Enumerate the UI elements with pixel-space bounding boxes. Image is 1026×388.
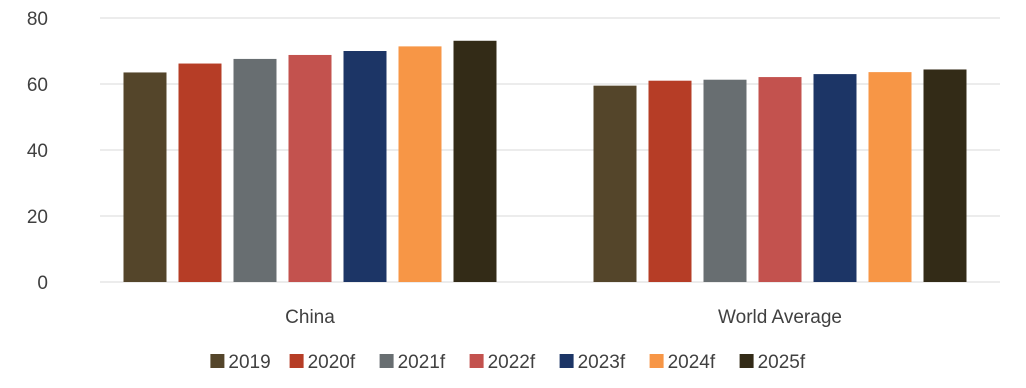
legend-label: 2020f bbox=[308, 352, 356, 373]
bar-china-2024f bbox=[398, 46, 442, 282]
bar-china-2025f bbox=[453, 40, 497, 282]
y-tick-label: 80 bbox=[27, 9, 48, 30]
bar-world-average-2019 bbox=[593, 85, 637, 283]
legend-item-2023f: 2023f bbox=[559, 352, 626, 373]
legend-label: 2021f bbox=[398, 352, 446, 373]
y-tick-label: 0 bbox=[37, 273, 48, 294]
bar-world-average-2023f bbox=[813, 74, 857, 282]
legend-swatch bbox=[649, 354, 664, 368]
legend: 2019 2020f 2021f 2022f 2023f 2024f 2025f bbox=[210, 352, 806, 373]
y-tick-label: 60 bbox=[27, 75, 48, 96]
legend-label: 2019 bbox=[228, 352, 270, 373]
bar-china-2022f bbox=[288, 54, 332, 283]
legend-label: 2022f bbox=[488, 352, 536, 373]
bar-china-2023f bbox=[343, 51, 387, 282]
legend-swatch bbox=[469, 354, 484, 368]
legend-label: 2025f bbox=[758, 352, 806, 373]
legend-label: 2023f bbox=[578, 352, 626, 373]
legend-item-2019: 2019 bbox=[210, 352, 271, 373]
bar-world-average-2020f bbox=[648, 80, 692, 282]
legend-swatch bbox=[210, 354, 225, 368]
bar-world-average-2025f bbox=[923, 69, 967, 282]
bar-world-average-2022f bbox=[758, 77, 802, 282]
legend-swatch bbox=[379, 354, 394, 368]
legend-swatch bbox=[289, 354, 304, 368]
bars bbox=[123, 40, 967, 283]
y-tick-label: 40 bbox=[27, 141, 48, 162]
bar-world-average-2021f bbox=[703, 79, 747, 283]
x-category-label: China bbox=[285, 307, 335, 328]
legend-item-2020f: 2020f bbox=[289, 352, 356, 373]
legend-item-2024f: 2024f bbox=[649, 352, 716, 373]
bar-china-2021f bbox=[233, 58, 277, 282]
bar-world-average-2024f bbox=[868, 72, 912, 283]
x-category-label: World Average bbox=[718, 307, 842, 328]
y-axis-ticks: 0 20 40 60 80 bbox=[27, 9, 48, 294]
y-tick-label: 20 bbox=[27, 207, 48, 228]
x-axis-categories: China World Average bbox=[285, 307, 842, 328]
legend-swatch bbox=[739, 354, 754, 368]
legend-item-2021f: 2021f bbox=[379, 352, 446, 373]
bar-china-2019 bbox=[123, 72, 167, 282]
legend-item-2022f: 2022f bbox=[469, 352, 536, 373]
legend-swatch bbox=[559, 354, 574, 368]
legend-item-2025f: 2025f bbox=[739, 352, 806, 373]
bar-china-2020f bbox=[178, 63, 222, 282]
legend-label: 2024f bbox=[668, 352, 716, 373]
